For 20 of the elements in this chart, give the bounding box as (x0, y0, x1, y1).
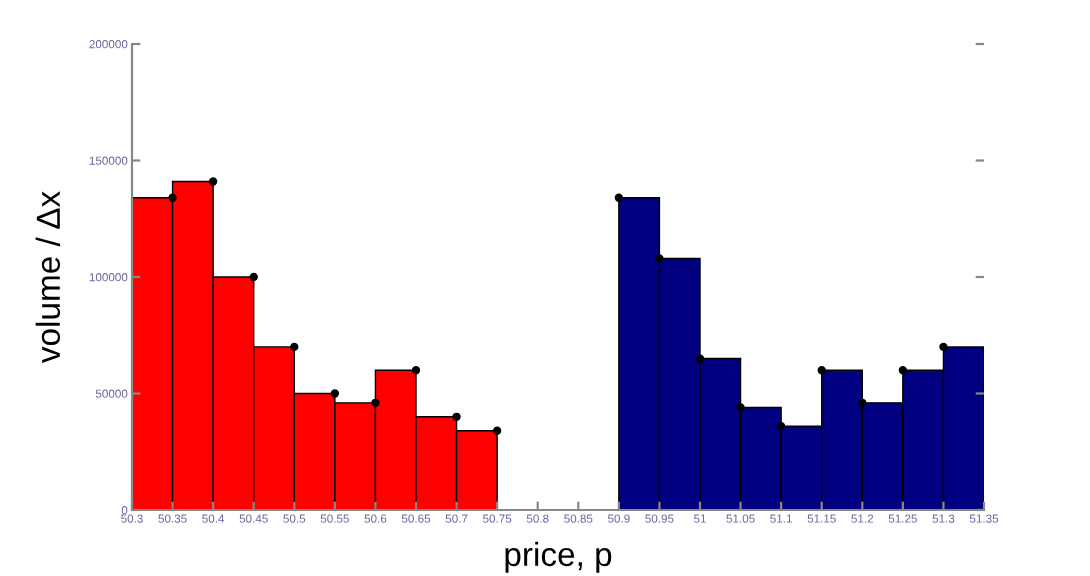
point (898, 366, 908, 375)
point (655, 254, 664, 263)
point (695, 354, 705, 363)
point (411, 366, 421, 375)
point (452, 412, 461, 421)
point (817, 366, 826, 375)
point (939, 342, 948, 352)
point (492, 426, 502, 435)
x-axis-title: price, p (505, 541, 612, 573)
y-axis-title: volume / Δx (35, 191, 61, 364)
point (858, 398, 867, 407)
point (330, 389, 340, 398)
point (249, 272, 258, 282)
point (736, 403, 745, 412)
point (168, 193, 177, 202)
point (290, 342, 299, 352)
point (371, 398, 380, 407)
point (208, 177, 218, 186)
point (776, 421, 786, 431)
point (614, 193, 624, 202)
